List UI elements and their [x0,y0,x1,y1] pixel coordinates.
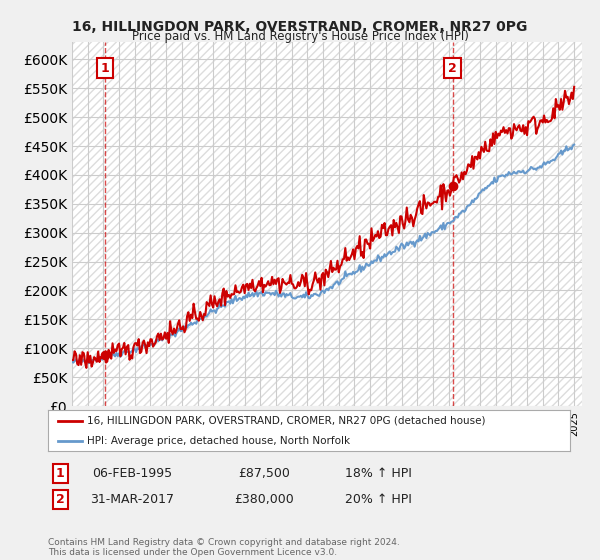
Text: £380,000: £380,000 [234,493,294,506]
Text: 16, HILLINGDON PARK, OVERSTRAND, CROMER, NR27 0PG (detached house): 16, HILLINGDON PARK, OVERSTRAND, CROMER,… [87,416,485,426]
Text: 18% ↑ HPI: 18% ↑ HPI [344,466,412,480]
Text: 2: 2 [56,493,64,506]
Text: £87,500: £87,500 [238,466,290,480]
Text: 31-MAR-2017: 31-MAR-2017 [90,493,174,506]
Text: Contains HM Land Registry data © Crown copyright and database right 2024.
This d: Contains HM Land Registry data © Crown c… [48,538,400,557]
Text: 1: 1 [101,62,109,74]
Text: 2: 2 [448,62,457,74]
Text: HPI: Average price, detached house, North Norfolk: HPI: Average price, detached house, Nort… [87,436,350,446]
Text: 16, HILLINGDON PARK, OVERSTRAND, CROMER, NR27 0PG: 16, HILLINGDON PARK, OVERSTRAND, CROMER,… [73,20,527,34]
Text: Price paid vs. HM Land Registry's House Price Index (HPI): Price paid vs. HM Land Registry's House … [131,30,469,43]
Text: 20% ↑ HPI: 20% ↑ HPI [344,493,412,506]
Text: 06-FEB-1995: 06-FEB-1995 [92,466,172,480]
Text: 1: 1 [56,466,64,480]
